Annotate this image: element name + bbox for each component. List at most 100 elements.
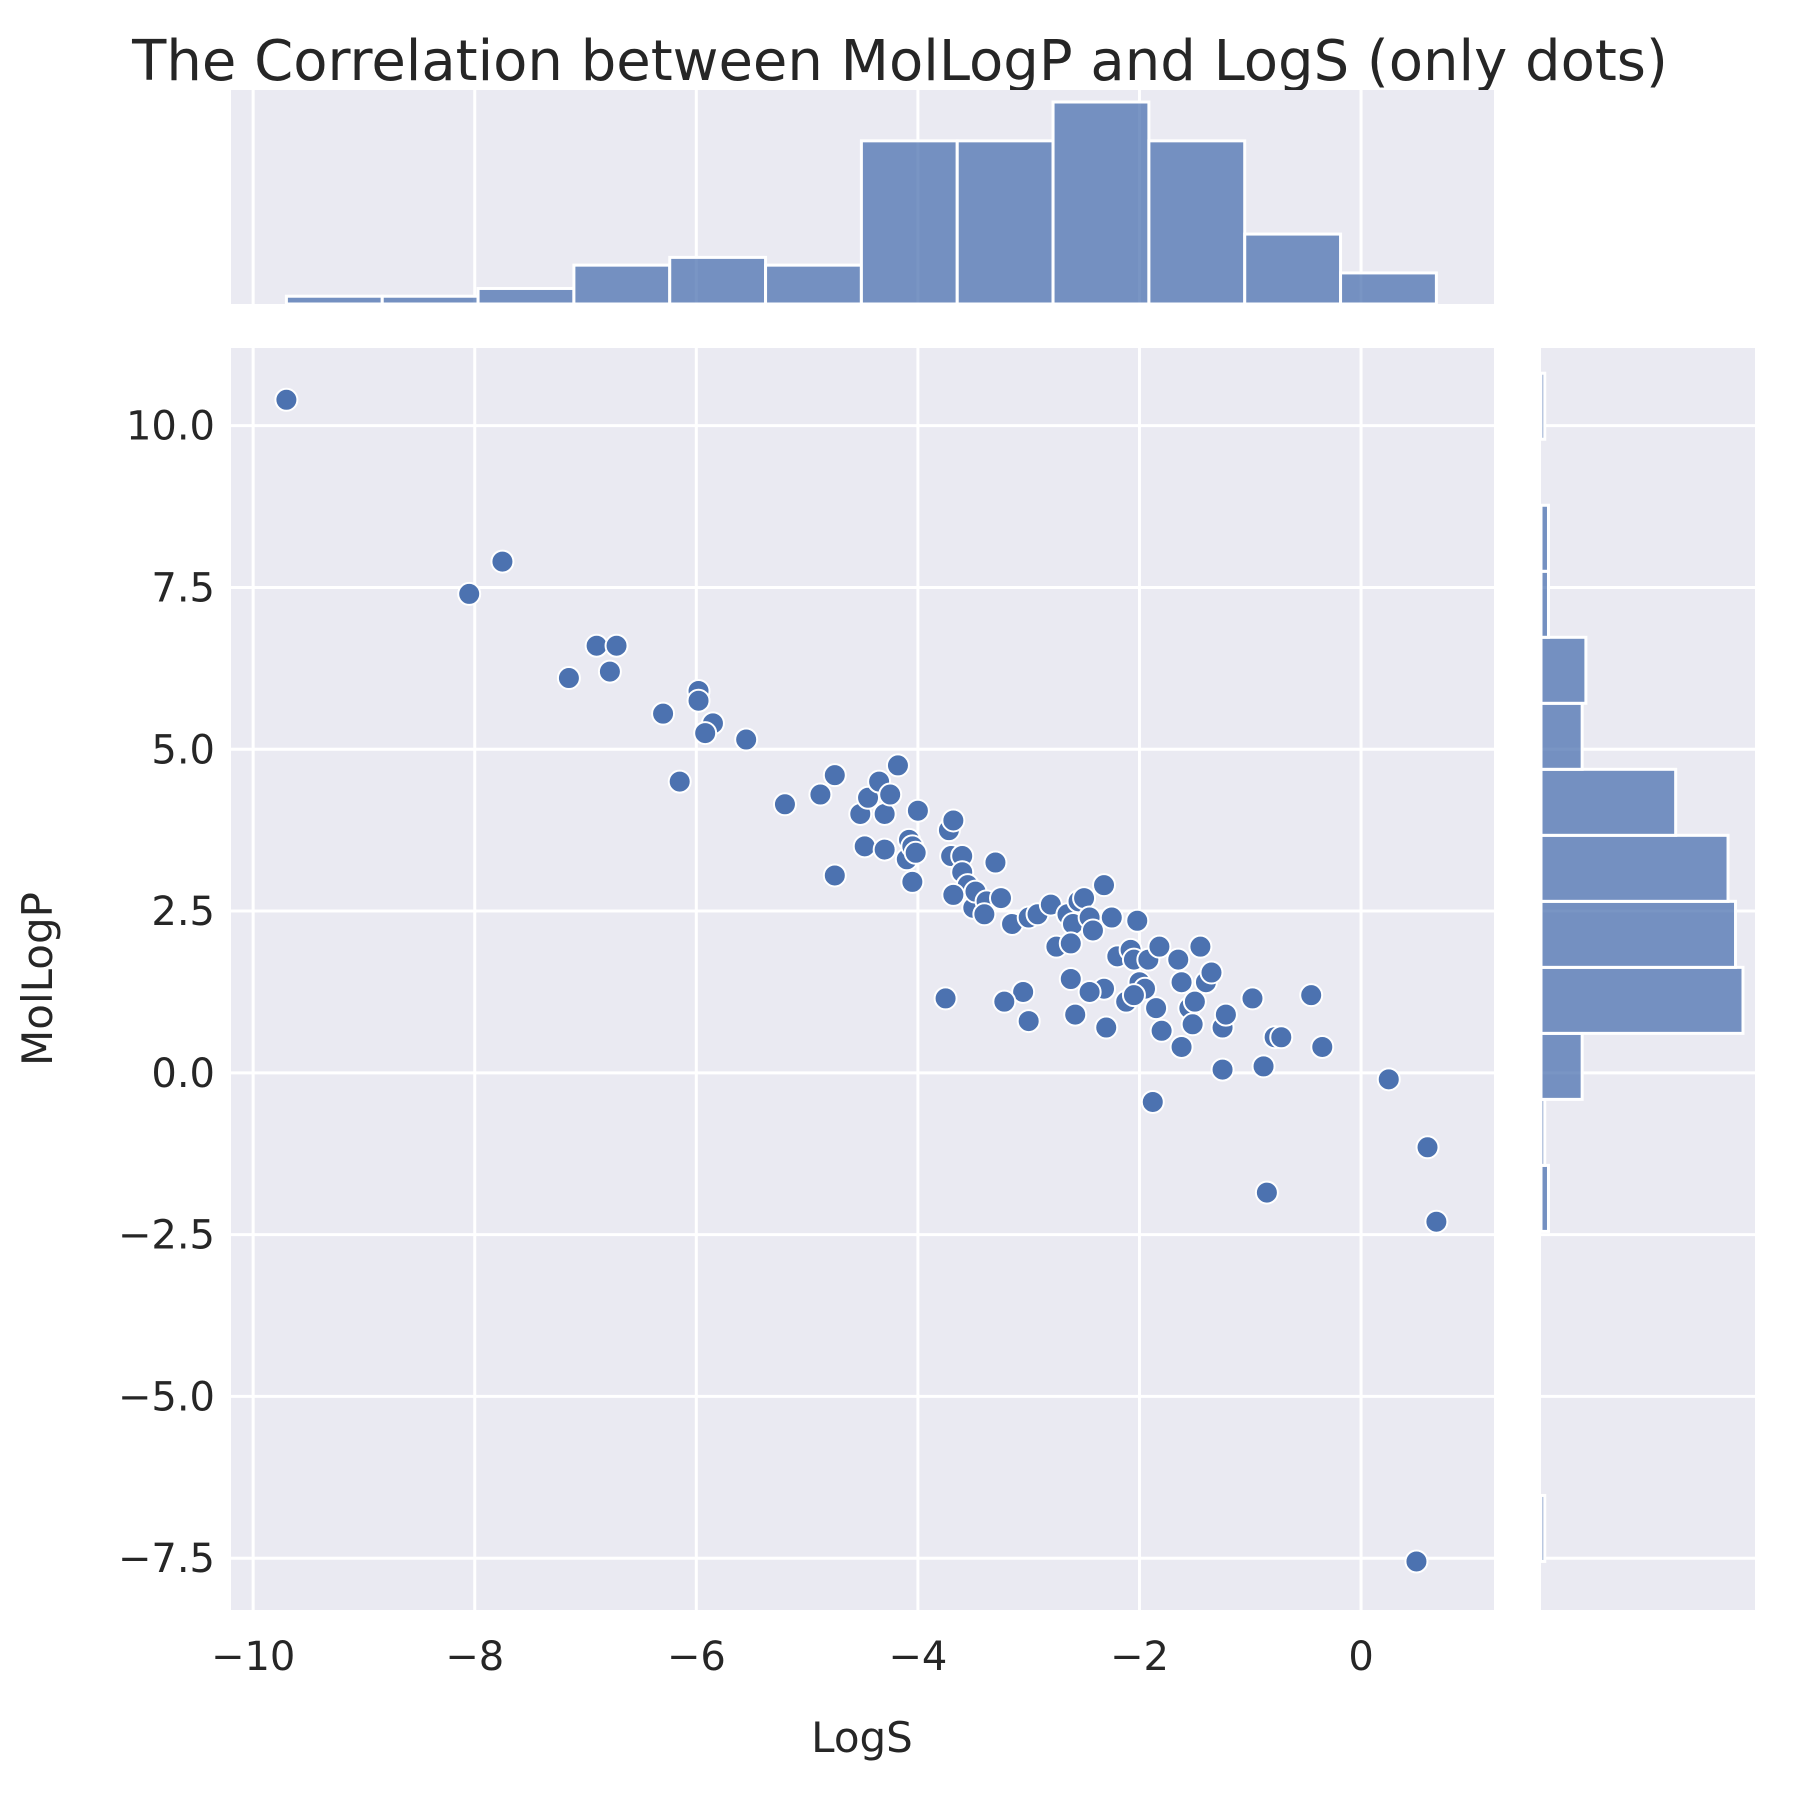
scatter-background: [231, 348, 1494, 1610]
scatter-point: [1125, 908, 1150, 933]
y-tick-label: −5.0: [118, 1374, 215, 1420]
chart-title: The Correlation between MolLogP and LogS…: [131, 29, 1668, 94]
scatter-point: [1251, 1054, 1276, 1079]
y-tick-label: 7.5: [151, 565, 215, 611]
y-tick-label: −2.5: [118, 1213, 215, 1259]
right-histogram-bar: [1539, 1493, 1547, 1563]
scatter-point: [972, 902, 997, 927]
y-tick-label: −7.5: [118, 1536, 215, 1582]
scatter-point: [1254, 1180, 1279, 1205]
x-tick-label: 0: [1348, 1634, 1373, 1680]
scatter-point: [597, 659, 622, 684]
scatter-point: [1092, 873, 1117, 898]
scatter-point: [885, 753, 910, 778]
y-tick-label: 10.0: [126, 404, 215, 450]
scatter-point: [1121, 983, 1146, 1008]
scatter-point: [983, 850, 1008, 875]
scatter-point: [1213, 1002, 1238, 1027]
scatter-point: [1140, 1089, 1165, 1114]
top-histogram-bar: [859, 139, 959, 306]
scatter-point: [1415, 1135, 1440, 1160]
top-histogram-bar: [476, 286, 576, 306]
scatter-point: [1404, 1549, 1429, 1574]
scatter-point: [1147, 934, 1172, 959]
scatter-point: [490, 549, 515, 574]
right-histogram-bar: [1539, 503, 1550, 573]
scatter-point: [905, 798, 930, 823]
scatter-point: [1299, 983, 1324, 1008]
right-histogram-bar: [1539, 833, 1730, 903]
scatter-point: [1199, 960, 1224, 985]
x-axis-label: LogS: [811, 1713, 913, 1762]
scatter-point: [274, 387, 299, 412]
y-tick-label: 5.0: [151, 727, 215, 773]
scatter-point: [992, 989, 1017, 1014]
scatter-point: [651, 701, 676, 726]
right-histogram-bar: [1539, 1097, 1547, 1167]
scatter-point: [1149, 1018, 1174, 1043]
scatter-point: [1144, 996, 1169, 1021]
right-histogram-bar: [1539, 965, 1745, 1035]
right-histogram-bar: [1539, 899, 1738, 969]
scatter-point: [1424, 1209, 1449, 1234]
scatter-point: [693, 721, 718, 746]
scatter-point: [878, 782, 903, 807]
x-tick-label: −6: [667, 1634, 726, 1680]
right-histogram-bar: [1539, 371, 1547, 441]
scatter-point: [822, 863, 847, 888]
scatter-point: [941, 808, 966, 833]
scatter-point: [1058, 931, 1083, 956]
scatter-point: [1188, 934, 1213, 959]
top-histogram-bar: [668, 255, 768, 306]
scatter-point: [1180, 1012, 1205, 1037]
top-histogram-bar: [1147, 139, 1247, 306]
scatter-point: [556, 666, 581, 691]
scatter-point: [667, 769, 692, 794]
scatter-point: [734, 727, 759, 752]
top-histogram-bar: [955, 139, 1055, 306]
scatter-point: [1080, 918, 1105, 943]
scatter-point: [1240, 986, 1265, 1011]
right-histogram-bar: [1539, 1163, 1550, 1233]
scatter-point: [457, 581, 482, 606]
scatter-point: [900, 869, 925, 894]
y-tick-label: 0.0: [151, 1051, 215, 1097]
scatter-point: [1269, 1025, 1294, 1050]
x-tick-label: −8: [445, 1634, 504, 1680]
scatter-point: [988, 886, 1013, 911]
x-tick-label: −4: [888, 1634, 947, 1680]
right-histogram-bar: [1539, 701, 1584, 771]
top-marginal-histogram: [231, 90, 1494, 306]
right-marginal-histogram: [1539, 348, 1755, 1610]
top-histogram-bar: [380, 294, 480, 306]
right-histogram-bar: [1539, 635, 1588, 705]
scatter-point: [822, 763, 847, 788]
scatter-point: [1099, 905, 1124, 930]
scatter-point: [903, 840, 928, 865]
scatter-point: [604, 633, 629, 658]
scatter-point: [772, 792, 797, 817]
scatter-point: [1376, 1067, 1401, 1092]
scatter-point: [1166, 947, 1191, 972]
right-histogram-bar: [1539, 1031, 1584, 1101]
scatter-point: [1169, 970, 1194, 995]
top-histogram-bar: [1339, 271, 1438, 306]
scatter-point: [1210, 1057, 1235, 1082]
scatter-point: [852, 834, 877, 859]
right-histogram-bar: [1539, 569, 1550, 639]
scatter-point: [1011, 979, 1036, 1004]
scatter-point: [1169, 1034, 1194, 1059]
scatter-point: [1310, 1034, 1335, 1059]
scatter-point: [941, 882, 966, 907]
scatter-point: [1182, 989, 1207, 1014]
scatter-point: [1077, 979, 1102, 1004]
scatter-panel: −10 −8 −6 −4 −2 0 −7.5 −5.0 −2.5 0.0 2.5 5.0 7.5 10.…: [118, 348, 1494, 1680]
scatter-point: [686, 688, 711, 713]
top-histogram-bar: [284, 294, 384, 306]
top-histogram-bar: [572, 263, 672, 306]
scatter-point: [584, 633, 609, 658]
y-axis-label: MolLogP: [13, 892, 62, 1066]
scatter-point: [808, 782, 833, 807]
scatter-point: [872, 837, 897, 862]
